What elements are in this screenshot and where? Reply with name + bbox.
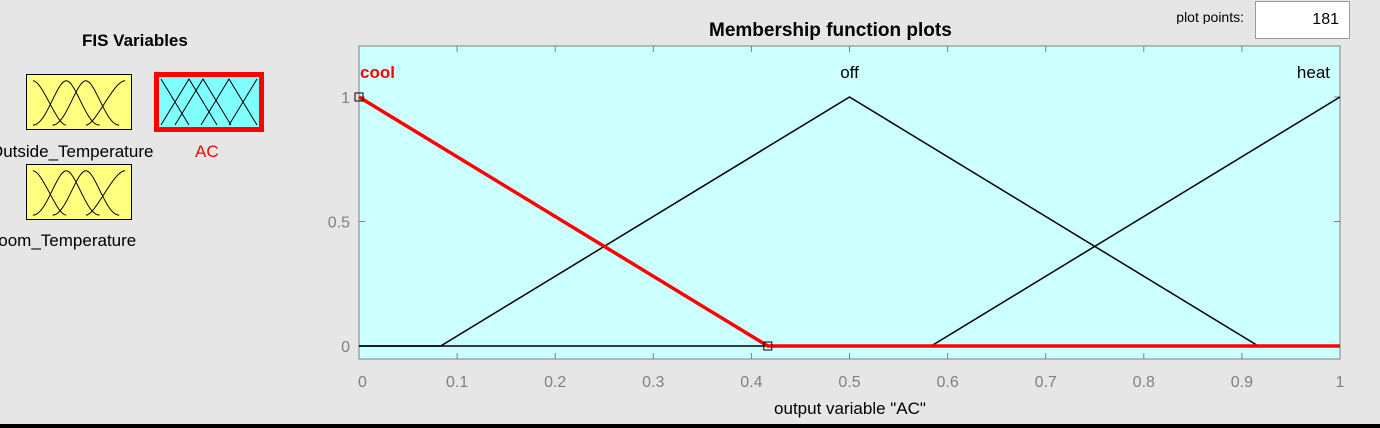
mf-vertex-handle[interactable] xyxy=(763,341,773,351)
x-tick-label: 0.1 xyxy=(446,374,468,391)
variable-box-room-temperature[interactable] xyxy=(26,164,132,220)
mf-vertex-handle[interactable] xyxy=(354,92,364,102)
mf-label-heat[interactable]: heat xyxy=(1297,63,1330,82)
fis-variables-title: FIS Variables xyxy=(82,31,188,50)
plot-area[interactable] xyxy=(358,45,1341,360)
variable-label-room-temperature: Room_Temperature xyxy=(0,231,137,250)
x-tick-label: 0.4 xyxy=(740,374,762,391)
x-tick-label: 0.5 xyxy=(838,374,860,391)
x-tick-label: 0.2 xyxy=(544,374,566,391)
mf-label-cool[interactable]: cool xyxy=(360,63,395,82)
x-tick-label: 0.8 xyxy=(1133,374,1155,391)
variable-label-ac: AC xyxy=(195,142,219,161)
plot-points-input[interactable] xyxy=(1255,1,1350,39)
y-tick-label: 1 xyxy=(341,90,350,107)
input-mf-thumbnail-icon xyxy=(32,170,126,216)
x-tick-label: 0 xyxy=(358,374,367,391)
variable-box-ac[interactable] xyxy=(154,72,264,132)
window-bottom-border xyxy=(0,424,1380,428)
plot-title: Membership function plots xyxy=(709,20,952,41)
y-tick-label: 0 xyxy=(341,339,350,356)
x-tick-label: 0.3 xyxy=(642,374,664,391)
input-mf-thumbnail-icon xyxy=(32,80,126,126)
x-tick-label: 0.9 xyxy=(1231,374,1253,391)
x-tick-label: 0.6 xyxy=(936,374,958,391)
x-axis-label: output variable "AC" xyxy=(774,399,926,418)
variable-box-outside-temperature[interactable] xyxy=(26,74,132,130)
x-tick-label: 1 xyxy=(1336,374,1345,391)
mf-label-off[interactable]: off xyxy=(840,63,859,82)
mf-curve-cool[interactable] xyxy=(358,95,1340,348)
plot-points-label: plot points: xyxy=(1176,9,1244,24)
output-mf-thumbnail-icon xyxy=(160,78,258,126)
x-tick-label: 0.7 xyxy=(1035,374,1057,391)
variable-label-outside-temperature: Outside_Temperature xyxy=(0,142,154,161)
y-tick-label: 0.5 xyxy=(328,215,350,232)
